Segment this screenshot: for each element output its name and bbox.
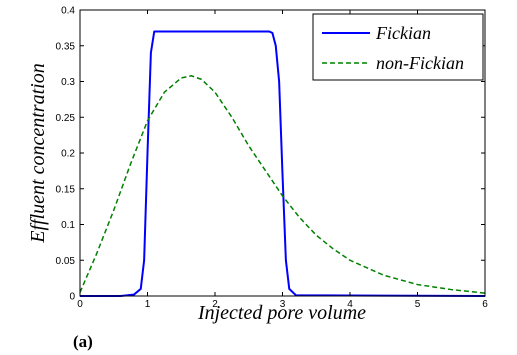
y-tick-label: 0.3 bbox=[61, 77, 75, 88]
series-line-fickian bbox=[80, 30, 486, 297]
legend-label-non-fickian: non-Fickian bbox=[376, 53, 464, 73]
x-axis-title: Injected pore volume bbox=[197, 302, 366, 324]
legend-label-fickian: Fickian bbox=[375, 23, 431, 43]
y-tick-label: 0.15 bbox=[56, 184, 76, 195]
legend: Fickian non-Fickian bbox=[312, 13, 484, 81]
panel-label: (a) bbox=[73, 332, 93, 351]
y-tick-label: 0 bbox=[69, 292, 75, 303]
y-tick-label: 0.1 bbox=[61, 220, 75, 231]
series-layer bbox=[79, 30, 486, 297]
x-tick-label: 1 bbox=[145, 299, 151, 310]
x-tick-label: 2 bbox=[212, 299, 218, 310]
legend-box bbox=[312, 13, 484, 81]
y-tick-label: 0.05 bbox=[56, 256, 76, 267]
axes-layer: 0 1 2 3 4 5 6 0 0.05 0.1 0.15 0.2 0.25 0.3 0.35 0.4 bbox=[56, 6, 489, 311]
x-tick-label: 4 bbox=[347, 299, 353, 310]
x-tick-label: 6 bbox=[482, 299, 488, 310]
y-axis-title: Effluent concentration bbox=[27, 63, 49, 243]
x-tick-label: 0 bbox=[77, 299, 83, 310]
y-tick-label: 0.4 bbox=[61, 6, 75, 17]
x-tick-label: 3 bbox=[280, 299, 286, 310]
series-line-non-fickian bbox=[79, 75, 486, 294]
y-tick-label: 0.2 bbox=[61, 149, 75, 160]
x-tick-label: 5 bbox=[415, 299, 421, 310]
y-tick-label: 0.35 bbox=[56, 41, 76, 52]
y-tick-label: 0.25 bbox=[56, 113, 76, 124]
